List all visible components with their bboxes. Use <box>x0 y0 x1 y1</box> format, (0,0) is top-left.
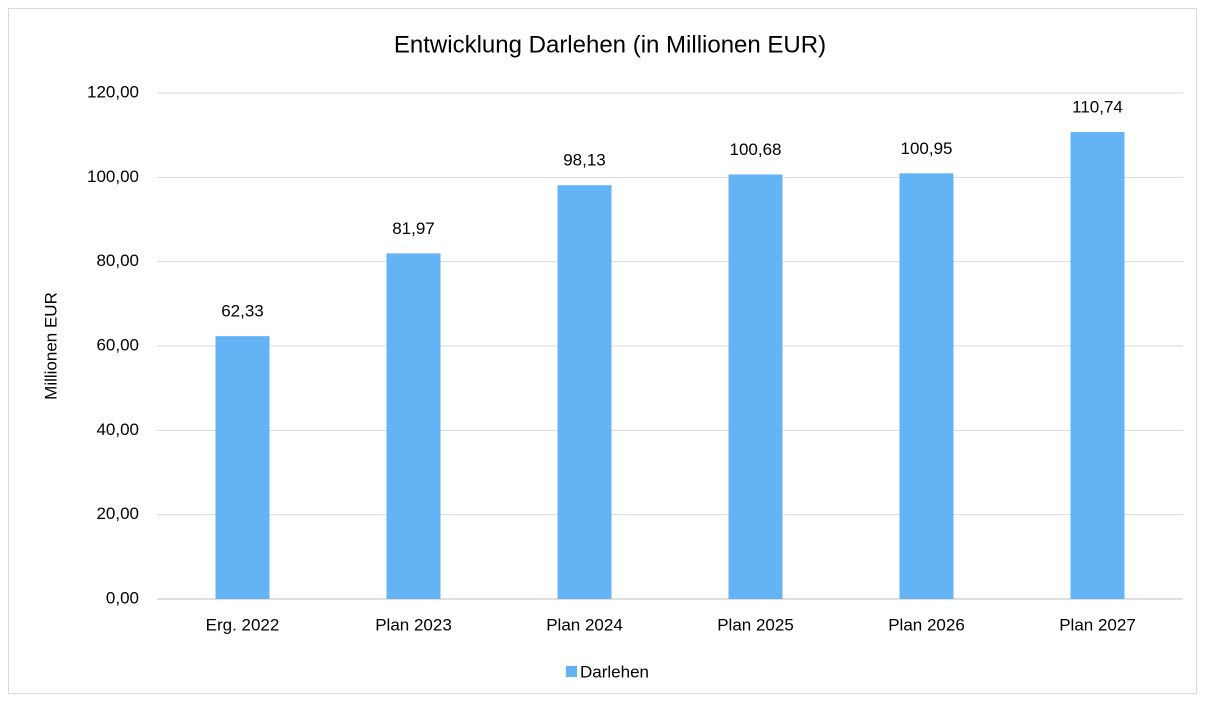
legend-label: Darlehen <box>580 662 649 681</box>
bar <box>1070 132 1125 599</box>
bar <box>557 185 612 599</box>
value-label: 98,13 <box>563 151 606 170</box>
x-tick-label: Plan 2023 <box>375 615 452 634</box>
y-tick-label: 0,00 <box>106 588 139 607</box>
y-tick-label: 120,00 <box>87 82 139 101</box>
x-tick-label: Plan 2024 <box>546 615 623 634</box>
legend-swatch <box>566 666 577 677</box>
bar <box>215 336 270 599</box>
chart-title: Entwicklung Darlehen (in Millionen EUR) <box>394 31 826 58</box>
y-tick-label: 60,00 <box>96 335 139 354</box>
value-label: 100,68 <box>730 140 782 159</box>
x-tick-label: Plan 2025 <box>717 615 794 634</box>
bar <box>386 253 441 599</box>
y-axis-label: Millionen EUR <box>41 292 60 400</box>
x-tick-label: Plan 2027 <box>1059 615 1136 634</box>
bar <box>899 173 954 599</box>
value-label: 100,95 <box>901 139 953 158</box>
x-tick-label: Plan 2026 <box>888 615 965 634</box>
x-tick-label: Erg. 2022 <box>206 615 280 634</box>
y-tick-label: 80,00 <box>96 251 139 270</box>
y-tick-label: 100,00 <box>87 167 139 186</box>
value-label: 62,33 <box>221 302 264 321</box>
value-label: 110,74 <box>1072 98 1123 117</box>
y-tick-label: 20,00 <box>96 504 139 523</box>
bar <box>728 174 783 599</box>
value-label: 81,97 <box>392 219 435 238</box>
y-tick-label: 40,00 <box>96 420 139 439</box>
